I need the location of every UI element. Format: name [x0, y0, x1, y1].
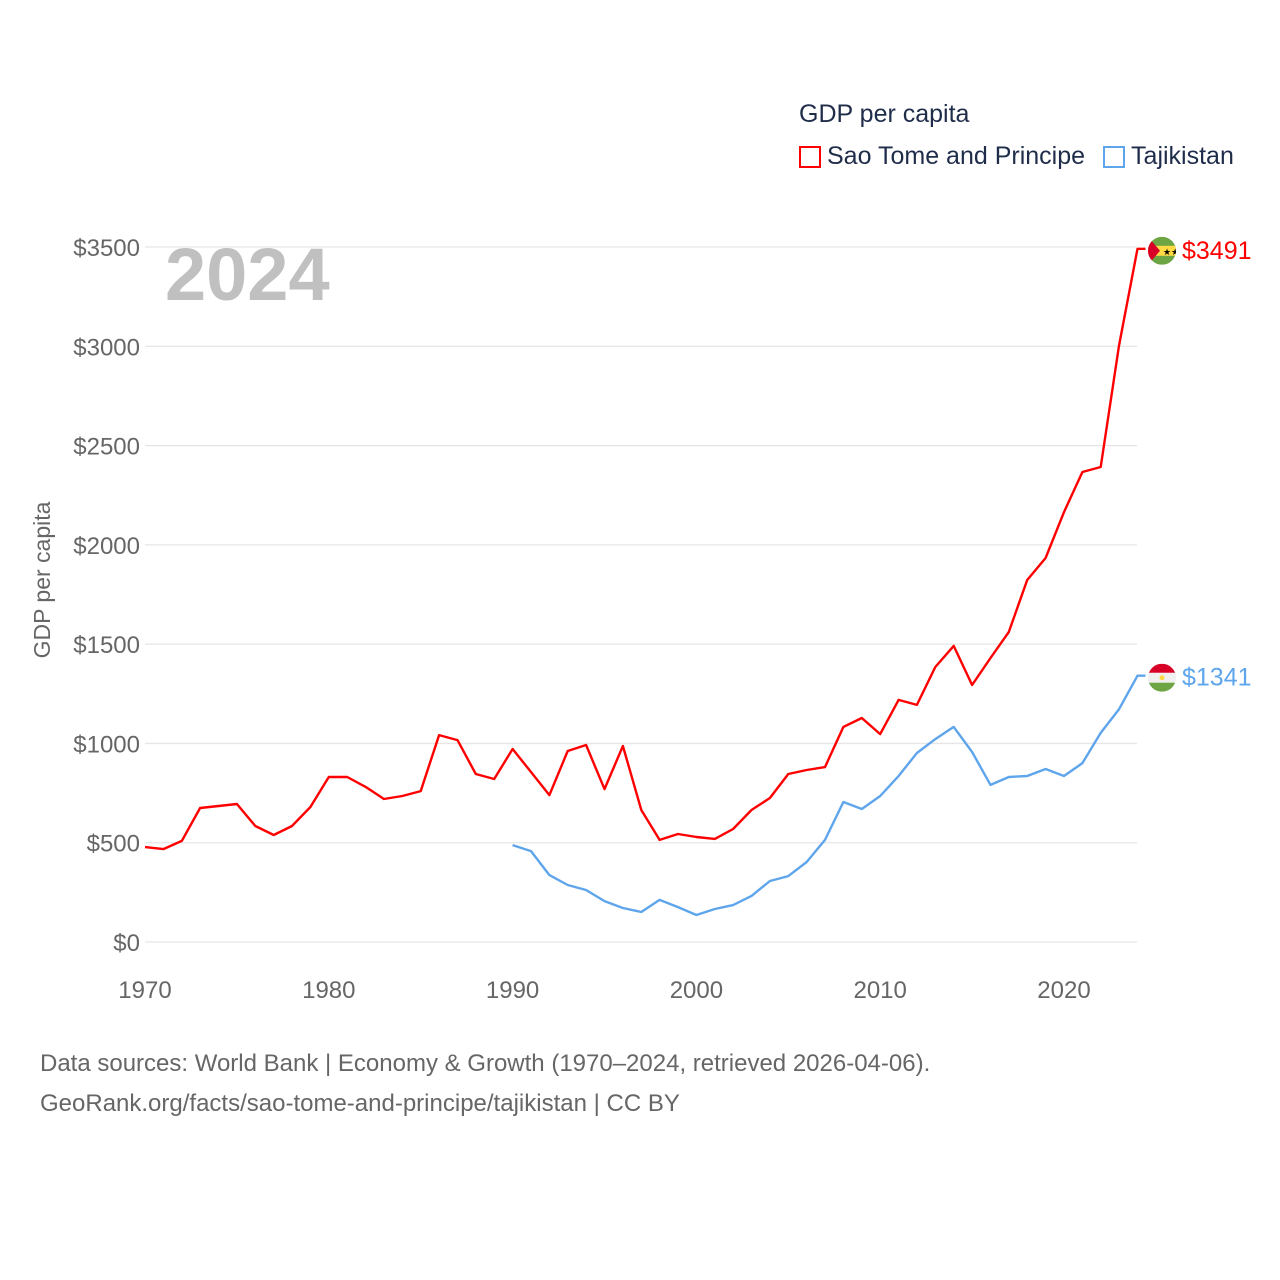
y-tick-label: $1000	[73, 731, 140, 758]
series-line-sao-tome-and-principe	[144, 247, 1146, 851]
x-tick-label: 1980	[302, 977, 355, 1004]
y-tick-label: $500	[87, 831, 140, 858]
legend: Sao Tome and Principe Tajikistan	[799, 142, 1252, 171]
grid-lines	[145, 246, 1137, 943]
legend-item-sao-tome[interactable]: Sao Tome and Principe	[799, 142, 1085, 171]
svg-text:★★: ★★	[1163, 247, 1179, 257]
footer: Data sources: World Bank | Economy & Gro…	[40, 1044, 930, 1124]
tajikistan-flag-icon	[1148, 663, 1176, 692]
y-tick-label: $2000	[73, 533, 140, 560]
y-tick-label: $3500	[73, 235, 140, 262]
y-axis-ticks: $0 $500 $1000 $1500 $2000 $2500 $3000 $3500	[73, 235, 140, 957]
x-tick-label: 2010	[853, 977, 906, 1004]
y-tick-label: $2500	[73, 434, 140, 461]
data-sources: Data sources: World Bank | Economy & Gro…	[40, 1050, 931, 1077]
source-link[interactable]: GeoRank.org/facts/sao-tome-and-principe/…	[40, 1090, 680, 1117]
x-tick-label: 1970	[118, 977, 171, 1004]
end-value-label: $1341	[1182, 664, 1252, 692]
x-tick-label: 1990	[486, 977, 539, 1004]
end-labels: ★★ $3491 $1341	[1148, 236, 1252, 692]
series-line-tajikistan	[512, 674, 1146, 917]
year-watermark: 2024	[165, 233, 330, 316]
legend-label: Tajikistan	[1131, 142, 1234, 170]
y-axis-label: GDP per capita	[29, 501, 55, 658]
legend-title: GDP per capita	[799, 100, 970, 128]
legend-label: Sao Tome and Principe	[827, 142, 1086, 170]
sao-tome-and-principe-flag-icon: ★★	[1148, 236, 1179, 265]
x-axis-ticks: 1970 1980 1990 2000 2010 2020	[118, 977, 1090, 1004]
x-tick-label: 2000	[670, 977, 723, 1004]
y-tick-label: $3000	[73, 334, 140, 361]
legend-swatch	[799, 145, 821, 168]
series-lines	[144, 247, 1146, 917]
legend-swatch	[1103, 145, 1126, 168]
y-tick-label: $1500	[73, 632, 140, 659]
x-tick-label: 2020	[1037, 977, 1090, 1004]
legend-item-tajikistan[interactable]: Tajikistan	[1103, 142, 1234, 171]
y-tick-label: $0	[113, 930, 140, 957]
end-value-label: $3491	[1182, 237, 1252, 265]
